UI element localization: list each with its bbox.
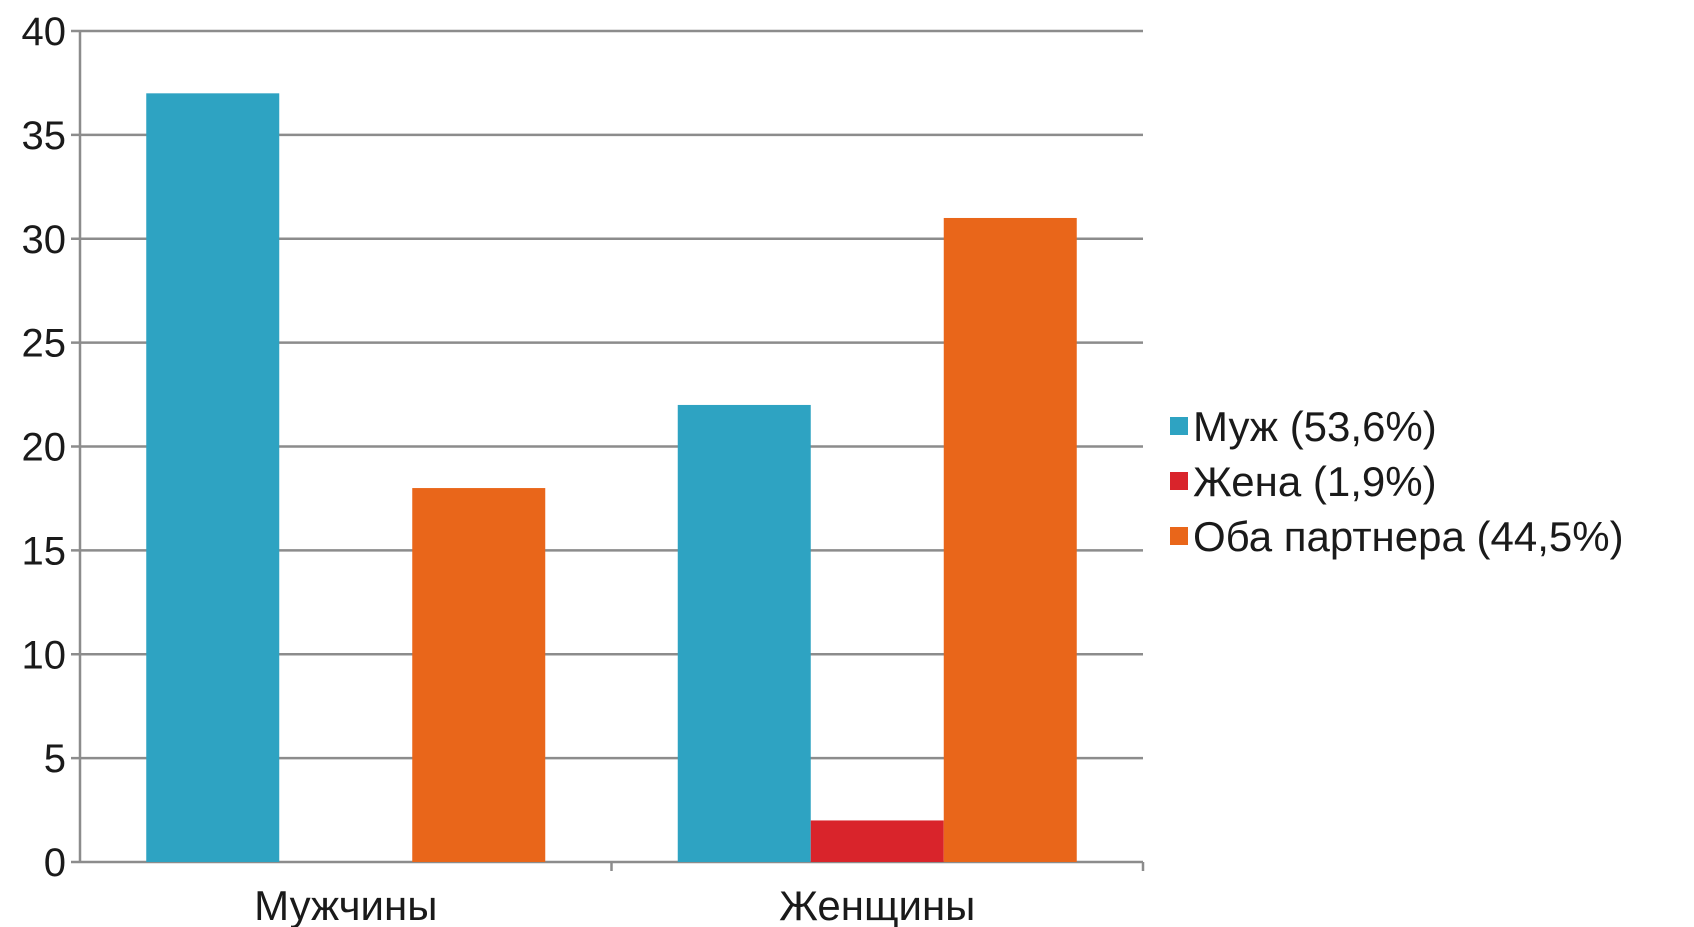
y-tick-label: 35: [22, 114, 67, 158]
legend: Муж (53,6%) Жена (1,9%) Оба партнера (44,5…: [1170, 403, 1624, 560]
legend-swatch: [1170, 472, 1188, 490]
legend-swatch: [1170, 417, 1188, 435]
bar: [677, 404, 811, 862]
y-tick-label: 5: [44, 737, 66, 781]
y-tick-label: 20: [22, 426, 67, 470]
bar: [810, 820, 944, 862]
legend-swatch: [1170, 527, 1188, 545]
y-tick-label: 25: [22, 322, 67, 366]
x-category-label: Женщины: [779, 882, 975, 927]
x-category-labels: Мужчины Женщины: [254, 882, 975, 927]
legend-label: Оба партнера (44,5%): [1193, 513, 1624, 560]
bars: [146, 93, 1077, 863]
bar: [943, 217, 1077, 863]
x-category-label: Мужчины: [254, 882, 437, 927]
y-tick-label: 0: [44, 841, 66, 885]
y-tick-label: 15: [22, 529, 67, 573]
bar: [146, 93, 280, 862]
legend-label: Жена (1,9%): [1193, 458, 1437, 505]
legend-label: Муж (53,6%): [1193, 403, 1437, 450]
y-tick-label: 30: [22, 218, 67, 262]
y-tick-labels: 0 5 10 15 20 25 30 35 40: [22, 10, 67, 885]
y-tick-label: 10: [22, 633, 67, 677]
bar: [412, 488, 546, 862]
y-tick-label: 40: [22, 10, 67, 54]
